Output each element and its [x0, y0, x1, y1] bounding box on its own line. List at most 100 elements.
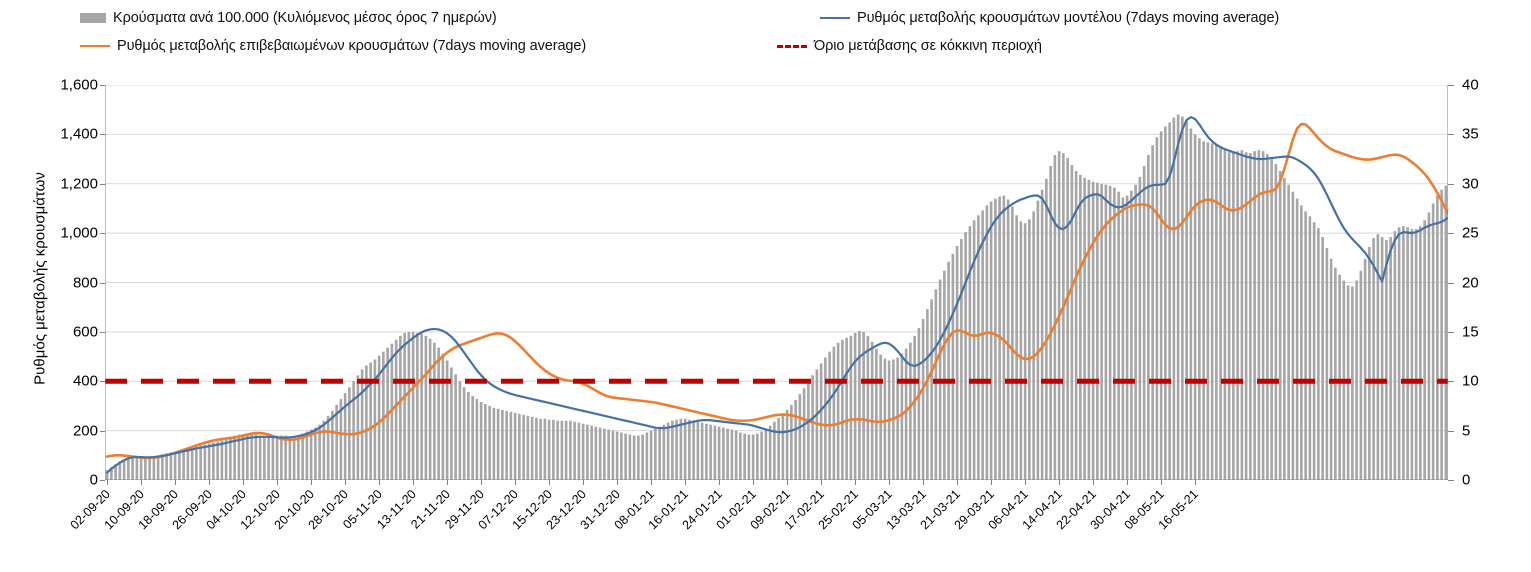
bar	[1121, 197, 1125, 480]
x-axis-tick-mark	[685, 480, 687, 485]
bar	[985, 205, 989, 480]
bar	[1427, 212, 1431, 480]
bar	[1257, 150, 1261, 480]
bar	[1100, 183, 1103, 480]
bar	[241, 434, 245, 480]
bar	[216, 441, 219, 480]
bar	[632, 435, 636, 480]
x-axis-tick-mark	[481, 480, 483, 485]
bar	[883, 358, 887, 480]
bar	[1283, 177, 1286, 480]
bar	[1393, 231, 1397, 480]
bar	[1168, 122, 1171, 480]
bar	[624, 433, 627, 480]
bar	[318, 424, 321, 480]
bar	[314, 427, 317, 480]
y-axis-left-tick-label: 1,200	[60, 175, 98, 193]
bar	[726, 428, 729, 480]
bar	[1385, 240, 1388, 480]
bar	[224, 438, 228, 480]
x-axis-tick-mark	[141, 480, 143, 485]
bar	[875, 348, 878, 480]
bar	[1066, 158, 1069, 480]
bar	[934, 289, 938, 480]
bar	[955, 245, 959, 480]
bar-series	[105, 114, 1448, 480]
bar	[105, 470, 109, 480]
bar	[866, 335, 870, 480]
y-axis-right-tick-label: 15	[1462, 323, 1479, 341]
bar	[700, 422, 704, 480]
legend-label-confirmed: Ρυθμός μεταβολής επιβεβαιωμένων κρουσμάτ…	[117, 38, 587, 54]
bar	[479, 401, 483, 480]
bar	[522, 414, 525, 480]
bar	[807, 381, 810, 480]
bar	[679, 418, 683, 480]
bar	[747, 434, 751, 480]
y-axis-right-tick-label: 25	[1462, 224, 1479, 242]
bar	[1253, 151, 1256, 480]
bar	[280, 435, 283, 480]
bar	[951, 253, 955, 480]
bar	[492, 407, 496, 480]
bar	[161, 454, 164, 480]
bar	[977, 215, 980, 480]
x-axis-tick-mark	[1127, 480, 1129, 485]
bar	[509, 411, 513, 480]
bar	[1074, 170, 1078, 480]
bar	[1023, 223, 1027, 480]
bar	[195, 446, 198, 480]
bar	[284, 435, 287, 480]
bar	[1032, 211, 1035, 480]
bar	[1406, 227, 1409, 480]
bar	[620, 432, 623, 480]
bar	[777, 417, 780, 480]
bar-swatch-icon	[80, 13, 106, 23]
bar	[309, 429, 313, 480]
bar	[207, 443, 211, 480]
bar	[433, 342, 436, 480]
bar	[1006, 199, 1010, 480]
bar	[1104, 184, 1108, 480]
bar	[1138, 176, 1142, 480]
bar	[1278, 170, 1282, 480]
bar	[156, 455, 160, 480]
bar	[369, 362, 372, 480]
bar	[526, 415, 530, 480]
x-axis-tick-mark	[243, 480, 245, 485]
bar	[764, 428, 768, 480]
bar	[1113, 187, 1116, 480]
bar	[178, 450, 181, 480]
bar	[994, 198, 997, 480]
y-axis-left-tick-label: 800	[72, 274, 98, 291]
bar	[1040, 189, 1044, 480]
bar	[794, 400, 797, 480]
bar	[144, 458, 147, 480]
bar	[760, 431, 763, 480]
x-axis-tick-mark	[889, 480, 891, 485]
bar	[1062, 153, 1065, 480]
bar	[1351, 286, 1354, 480]
bar	[437, 347, 440, 480]
bar	[1440, 189, 1443, 480]
y-axis-left-tick-mark	[100, 480, 105, 481]
line-swatch-icon	[820, 17, 850, 19]
bar	[1198, 138, 1201, 480]
bar	[947, 261, 950, 480]
bar	[628, 434, 632, 480]
bar	[1227, 152, 1231, 480]
bar	[1130, 190, 1133, 480]
bar	[564, 420, 568, 480]
bar	[1312, 222, 1316, 480]
bar	[1436, 195, 1439, 480]
bar	[1325, 247, 1329, 480]
bar	[1274, 164, 1278, 480]
bar	[717, 426, 721, 480]
bar	[505, 410, 508, 480]
bar	[471, 396, 474, 480]
bar	[339, 399, 343, 480]
bar	[913, 335, 916, 480]
bar	[165, 453, 168, 480]
bar	[1142, 165, 1146, 480]
